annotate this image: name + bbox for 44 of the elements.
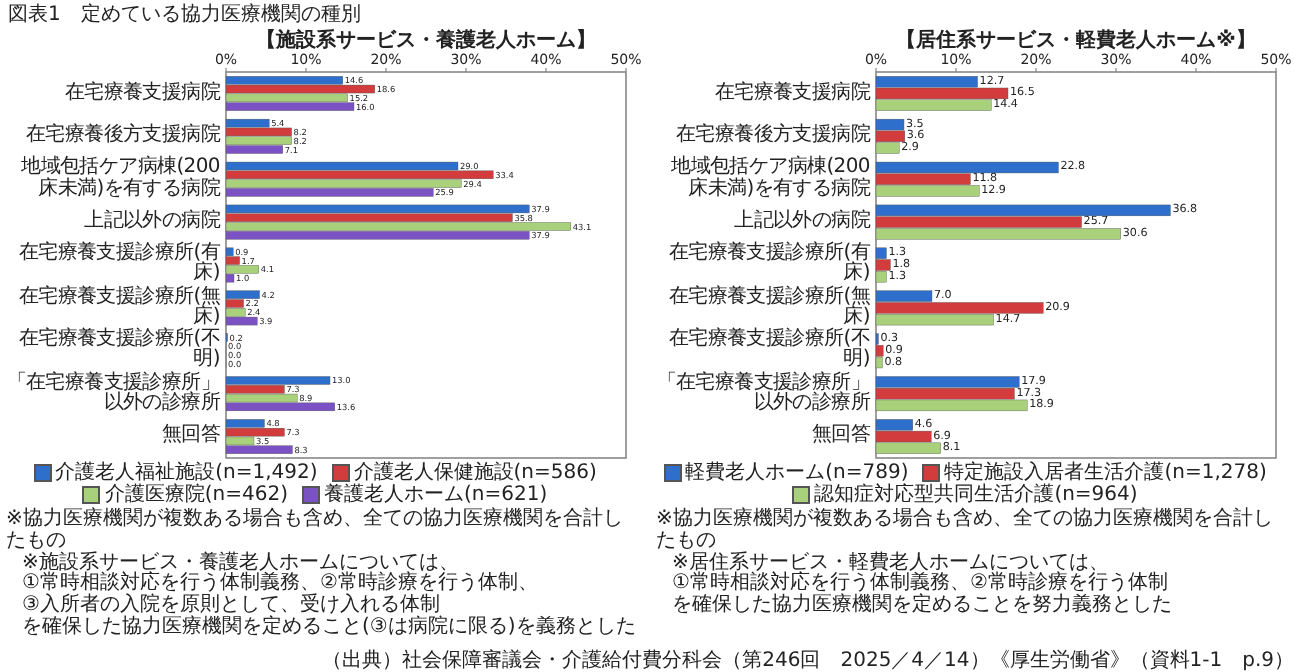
legend-label: 介護医療院(n=462) (102, 484, 288, 506)
bar (225, 247, 234, 257)
chart-subtitle: 【施設系サービス・養護老人ホーム】 (254, 27, 598, 53)
y-tick-label: 在宅療養支援診療所(有床) (16, 242, 220, 285)
y-tick-label: 上記以外の病院 (732, 207, 870, 236)
text: を確保した協力医療機関を定めることを努力義務とした (670, 594, 1174, 618)
y-tick-label: 在宅療養支援診療所(無床) (16, 285, 220, 328)
bar (225, 427, 285, 437)
bar (225, 376, 331, 385)
text: ※協力医療機関が複数ある場合も含め、全ての協力医療機関を合計したもの (656, 508, 1275, 552)
y-tick-label: 在宅療養後方支援病院 (673, 121, 870, 151)
y-tick-label: 在宅療養後方支援病院 (23, 121, 220, 151)
y-tick-label: 在宅療養支援病院 (712, 79, 870, 108)
text: ①常時相談対応を行う体制義務、②常時診療を行う体制、 (20, 572, 540, 595)
y-tick-label: 無回答 (809, 422, 870, 451)
y-tick-label: 「在宅療養支援診療所」以外の診療所 (654, 371, 870, 416)
legend-label: 養護老人ホーム(n=621) (322, 484, 548, 506)
y-tick-label: 在宅療養支援診療所(不明) (666, 328, 870, 371)
bar (225, 204, 530, 214)
y-tick-label: 地域包括ケア病棟(200床未満)を有する病院 (669, 156, 870, 201)
y-tick-label: 在宅療養支援診療所(不明) (16, 328, 220, 371)
legend-label: 特定施設入居者生活介護(n=1,278) (944, 462, 1267, 484)
text: ※協力医療機関が複数ある場合も含め、全ての協力医療機関を合計したもの (6, 508, 625, 552)
legend-label: 介護老人保健施設(n=586) (353, 462, 597, 484)
y-tick-label: 在宅療養支援診療所(有床) (666, 242, 870, 285)
legend-label: 介護老人福祉施設(n=1,492) (53, 462, 318, 484)
bar (225, 316, 258, 326)
legend-label: 認知症対応型共同生活介護(n=964) (812, 484, 1138, 506)
chart-subtitle: 【居住系サービス・軽費老人ホーム※】 (894, 27, 1258, 53)
legend-label: 軽費老人ホーム(n=789) (683, 462, 909, 484)
y-tick-label: 在宅療養支援診療所(無床) (666, 285, 870, 328)
text: を確保した協力医療機関を定めること(③は病院に限る)を義務とした (20, 615, 638, 640)
chart-title: 図表1 定めている協力医療機関の種別 (8, 1, 361, 28)
y-tick-label: 上記以外の病院 (82, 207, 220, 236)
y-tick-label: 在宅療養支援病院 (62, 79, 220, 108)
y-tick-label: 無回答 (159, 422, 220, 451)
text: ※居住系サービス・軽費老人ホームについては、 (670, 551, 1109, 574)
text: ①常時相談対応を行う体制義務、②常時診療を行う体制 (670, 572, 1170, 595)
text: ③入所者の入院を原則として、受け入れる体制 (20, 594, 440, 617)
text: ※施設系サービス・養護老人ホームについては、 (20, 551, 459, 574)
y-tick-label: 地域包括ケア病棟(200床未満)を有する病院 (19, 156, 220, 201)
y-tick-label: 「在宅療養支援診療所」以外の診療所 (4, 371, 220, 416)
text: （出典）社会保障審議会・介護給付費分科会（第246回 2025／4／14）《厚生労働省》（資料1-1 p.9） (322, 647, 1294, 672)
bar (225, 84, 375, 94)
